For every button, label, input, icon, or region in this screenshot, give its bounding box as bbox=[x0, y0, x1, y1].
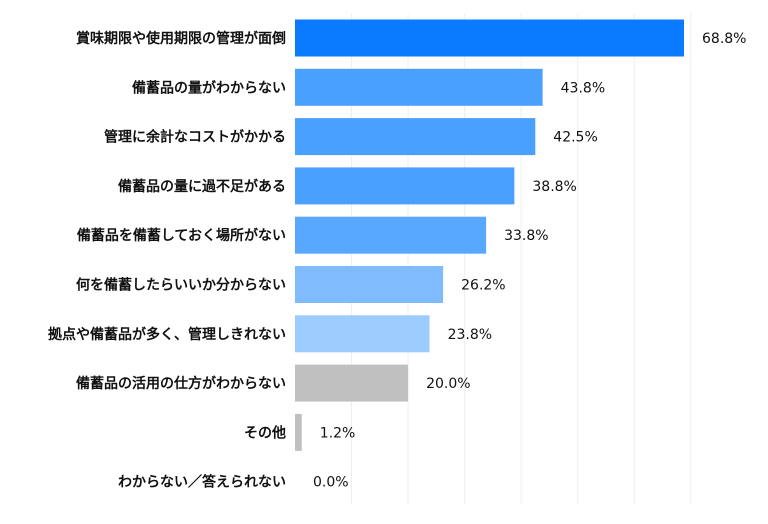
category-label: 賞味期限や使用期限の管理が面倒 bbox=[76, 30, 286, 47]
category-label: 備蓄品の量に過不足がある bbox=[118, 178, 286, 195]
value-label: 26.2% bbox=[461, 278, 505, 294]
category-label: 備蓄品を備蓄しておく場所がない bbox=[77, 227, 286, 244]
bar bbox=[295, 118, 536, 156]
value-label: 43.8% bbox=[561, 80, 605, 96]
value-label: 20.0% bbox=[426, 376, 470, 392]
bar bbox=[295, 315, 430, 353]
bar bbox=[295, 266, 444, 303]
bar bbox=[295, 364, 409, 402]
value-label: 1.2% bbox=[320, 425, 356, 441]
value-label: 23.8% bbox=[448, 327, 492, 343]
bar bbox=[295, 167, 515, 205]
category-label: 管理に余計なコストがかかる bbox=[104, 129, 286, 146]
value-label: 68.8% bbox=[702, 31, 746, 47]
value-labels: 68.8% 43.8% 42.5% 38.8% 33.8% 26.2% 23.8% 20.0%… bbox=[313, 31, 746, 491]
value-label: 33.8% bbox=[504, 228, 548, 244]
bar bbox=[295, 413, 302, 451]
value-label: 42.5% bbox=[553, 130, 597, 146]
category-label: わからない／答えられない bbox=[118, 474, 286, 491]
category-labels: 賞味期限や使用期限の管理が面倒備蓄品の量がわからない管理に余計なコストがかかる備… bbox=[48, 30, 286, 491]
bar bbox=[295, 19, 684, 57]
bar bbox=[295, 68, 543, 106]
bar bbox=[295, 216, 487, 254]
category-label: その他 bbox=[244, 424, 286, 441]
category-label: 拠点や備蓄品が多く、管理しきれない bbox=[48, 326, 286, 343]
value-label: 38.8% bbox=[532, 179, 576, 195]
value-label: 0.0% bbox=[313, 475, 349, 491]
category-label: 何を備蓄したらいいか分からない bbox=[76, 277, 286, 294]
bars-group bbox=[295, 19, 684, 451]
category-label: 備蓄品の活用の仕方がわからない bbox=[76, 375, 286, 392]
category-label: 備蓄品の量がわからない bbox=[132, 79, 286, 96]
